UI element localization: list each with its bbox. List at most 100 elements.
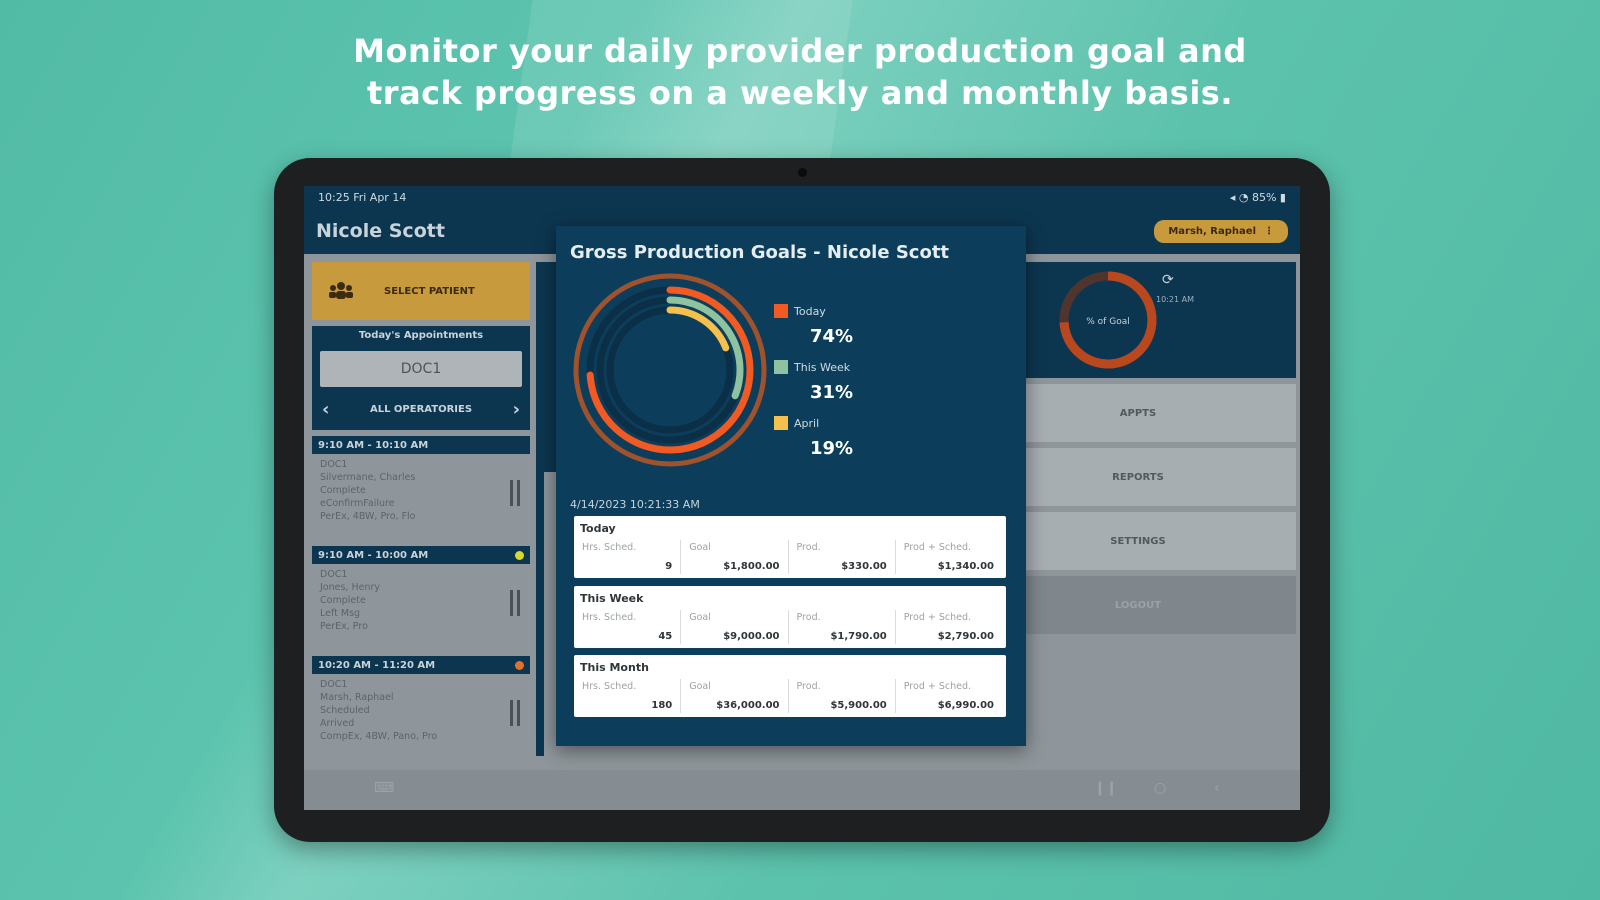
chevron-left-icon[interactable]: ‹ [322,399,330,420]
legend-item: This Week 31% [774,356,894,412]
headline-line-2: track progress on a weekly and monthly b… [366,74,1233,112]
appointment-detail-line: DOC1 [320,569,348,580]
goal-cell: Prod + Sched. $2,790.00 [900,610,1002,644]
legend-percent: 31% [810,382,854,403]
appointment-detail-line: Jones, Henry [320,582,381,593]
appointment-details: DOC1 Silvermane, Charles Complete eConfirmF… [312,454,530,540]
gauge-outer [1059,271,1157,369]
goal-cell-value: $1,790.00 [830,631,887,642]
battery-percent: 85% [1251,190,1277,204]
goal-cell-value: $1,340.00 [937,561,994,572]
operatories-label: ALL OPERATORIES [369,404,473,415]
user-menu-button[interactable]: Marsh, Raphael ⋮ [1154,219,1288,243]
appointment-list: 9:10 AM - 10:10 AM DOC1 Silvermane, Charle… [312,436,530,760]
goal-card: Today Hrs. Sched. 9 Goal $1,800.00 Prod. $330.… [574,516,1006,578]
legend-percent: 74% [810,326,854,347]
appointment-time-row: 9:10 AM - 10:10 AM [312,436,530,454]
drag-handle-icon[interactable] [510,700,520,726]
appointment-time-row: 10:20 AM - 11:20 AM [312,656,530,674]
refresh-icon[interactable]: ⟳ [1162,272,1174,288]
goal-cell: Prod. $1,790.00 [793,610,896,644]
appointment-detail-line: Silvermane, Charles [320,472,416,483]
goal-cell-label: Goal [689,542,711,553]
select-patient-label: SELECT PATIENT [384,285,475,297]
logout-button[interactable]: LOGOUT [980,576,1296,634]
chart-outer-ring [573,273,767,467]
keyboard-icon[interactable]: ⌨ [374,780,395,796]
goal-cell-label: Goal [689,612,711,623]
goal-cell-label: Prod. [796,681,821,692]
appointment-detail-line: Marsh, Raphael [320,692,394,703]
doctor-select[interactable]: DOC1 [320,351,522,387]
appointment-details: DOC1 Jones, Henry Complete Left Msg PerEx, P… [312,564,530,650]
goal-cell-label: Hrs. Sched. [582,612,637,623]
home-icon[interactable]: ○ [1154,780,1167,796]
right-panel: % of Goal ⟳ 10:21 AM APPTS REPORTS SETTI… [980,262,1296,756]
appts-button[interactable]: APPTS [980,384,1296,442]
appointment-detail-line: DOC1 [320,459,348,470]
goal-cell-value: $36,000.00 [716,700,780,711]
more-vert-icon: ⋮ [1264,225,1274,237]
appointment-detail-line: CompEx, 4BW, Pano, Pro [320,731,438,742]
goal-cell-value: $2,790.00 [937,631,994,642]
appointment-detail-line: Complete [320,485,366,496]
legend-swatch [774,360,788,374]
goal-cell-value: 180 [651,700,673,711]
legend-swatch [774,416,788,430]
goal-cell-label: Prod. [796,542,821,553]
goal-cells: Hrs. Sched. 9 Goal $1,800.00 Prod. $330.00 Pro… [578,540,1002,574]
legend-percent: 19% [810,438,854,459]
chevron-right-icon[interactable]: › [512,399,520,420]
select-patient-button[interactable]: SELECT PATIENT [312,262,530,320]
goals-radial-chart [573,273,767,467]
recents-icon[interactable]: ❙❙ [1094,780,1118,796]
status-icons: ◂ ◔ 85% ▮ [1230,191,1286,204]
group-icon [329,282,353,299]
appointment-card[interactable]: 9:10 AM - 10:10 AM DOC1 Silvermane, Charle… [312,436,530,540]
reports-button[interactable]: REPORTS [980,448,1296,506]
goal-cell-label: Prod. [796,612,821,623]
appointment-time-row: 9:10 AM - 10:00 AM [312,546,530,564]
drag-handle-icon[interactable] [510,480,520,506]
goal-cell-label: Prod + Sched. [903,542,972,553]
appointments-panel: Today's Appointments DOC1 ‹ ALL OPERATOR… [312,326,530,430]
goal-cell-value: $9,000.00 [723,631,780,642]
goal-cell: Hrs. Sched. 45 [578,610,682,644]
legend-swatch [774,304,788,318]
goal-cell: Goal $1,800.00 [685,540,789,574]
gauge-label: % of Goal [1086,317,1129,327]
appointment-detail-line: Arrived [320,718,355,729]
goal-cells: Hrs. Sched. 180 Goal $36,000.00 Prod. $5,900.… [578,679,1002,713]
goal-gauge: % of Goal ⟳ 10:21 AM [1059,271,1194,369]
chart-ring-today [586,286,754,454]
goal-cells: Hrs. Sched. 45 Goal $9,000.00 Prod. $1,790.00… [578,610,1002,644]
appointment-card[interactable]: 10:20 AM - 11:20 AM DOC1 Marsh, Raphael Sch… [312,656,530,760]
battery-icon: ▮ [1276,190,1286,204]
goal-cell: Hrs. Sched. 180 [578,679,682,713]
appointment-detail-line: DOC1 [320,679,348,690]
appointment-detail-line: PerEx, Pro [320,621,368,632]
production-goals-dialog: Gross Production Goals - Nicole Scott To… [556,226,1026,746]
goal-cell: Goal $36,000.00 [685,679,789,713]
drag-handle-icon[interactable] [510,590,520,616]
goal-cell-value: $1,800.00 [723,561,780,572]
goal-cell-label: Prod + Sched. [903,612,972,623]
headline: Monitor your daily provider production g… [0,30,1600,114]
appointment-card[interactable]: 9:10 AM - 10:00 AM DOC1 Jones, Henry Comple… [312,546,530,650]
back-icon[interactable]: ‹ [1214,780,1220,796]
left-panel: SELECT PATIENT Today's Appointments DOC1… [312,262,530,764]
status-dot-icon [515,440,524,450]
wifi-icon: ◂ ◔ [1229,190,1252,204]
user-name: Marsh, Raphael [1168,225,1256,237]
goal-cell-label: Hrs. Sched. [582,542,637,553]
goal-cell: Goal $9,000.00 [685,610,789,644]
appointment-detail-line: PerEx, 4BW, Pro, Flo [320,511,416,522]
goal-cell: Prod + Sched. $1,340.00 [900,540,1002,574]
appointment-details: DOC1 Marsh, Raphael Scheduled Arrived CompEx… [312,674,530,760]
legend-name: Today [794,305,826,318]
goal-cell: Hrs. Sched. 9 [578,540,682,574]
goal-cell: Prod. $330.00 [793,540,896,574]
goal-card-title: This Month [580,661,649,674]
settings-button[interactable]: SETTINGS [980,512,1296,570]
appointment-detail-line: Scheduled [320,705,370,716]
